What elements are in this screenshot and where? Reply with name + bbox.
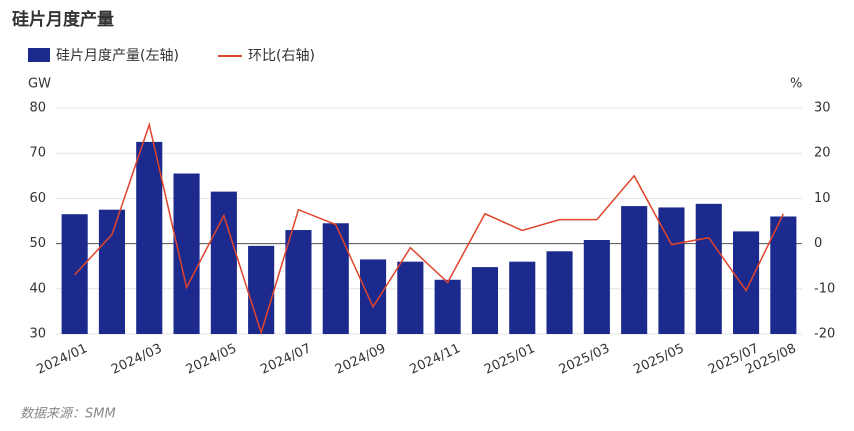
x-tick-label: 2025/05 bbox=[631, 341, 686, 377]
bar bbox=[546, 251, 573, 334]
y-tick-label: 50 bbox=[29, 236, 46, 251]
source: 数据来源：SMM bbox=[20, 407, 116, 422]
y-unit: GW bbox=[28, 77, 51, 92]
bar bbox=[770, 216, 797, 334]
y-tick-label: 30 bbox=[29, 327, 46, 342]
x-tick-label: 2024/03 bbox=[109, 341, 164, 377]
x-tick-label: 2024/09 bbox=[333, 341, 388, 377]
line bbox=[74, 121, 785, 336]
bar bbox=[471, 267, 499, 334]
x-tick-label: 2025/01 bbox=[482, 341, 537, 377]
bar bbox=[285, 230, 312, 334]
legend-label: 硅片月度产量(左轴) bbox=[56, 48, 179, 64]
y2-tick-label: 10 bbox=[814, 191, 831, 206]
x-tick-label: 2024/11 bbox=[408, 341, 463, 377]
y2-unit: % bbox=[790, 77, 802, 92]
bar bbox=[509, 261, 536, 334]
bar bbox=[621, 206, 648, 334]
bar bbox=[732, 231, 760, 334]
y2-tick-label: -10 bbox=[814, 281, 835, 296]
bar bbox=[98, 209, 126, 334]
x-tick-label: 2024/07 bbox=[258, 341, 313, 377]
bar bbox=[397, 261, 424, 334]
legend-label: 环比(右轴) bbox=[248, 48, 315, 64]
x-tick-label: 2025/03 bbox=[557, 341, 612, 377]
y2-tick-label: -20 bbox=[814, 327, 835, 342]
bar bbox=[434, 279, 461, 334]
bar bbox=[695, 203, 722, 334]
bar bbox=[136, 141, 163, 334]
y-tick-label: 80 bbox=[29, 101, 46, 116]
x-tick-label: 2024/01 bbox=[35, 341, 90, 377]
y-tick-label: 70 bbox=[29, 146, 46, 161]
bar bbox=[173, 173, 200, 334]
y2-tick-label: 20 bbox=[814, 146, 831, 161]
bar bbox=[322, 223, 349, 334]
y2-tick-label: 0 bbox=[814, 236, 822, 251]
bar bbox=[248, 245, 275, 334]
bar bbox=[583, 239, 610, 334]
y-tick-label: 60 bbox=[29, 191, 46, 206]
bar bbox=[210, 191, 237, 334]
y-tick-label: 40 bbox=[29, 281, 46, 296]
x-tick-label: 2024/05 bbox=[184, 341, 239, 377]
chart-title: 硅片月度产量 bbox=[12, 9, 114, 30]
legend-swatch bbox=[28, 48, 50, 62]
bar bbox=[359, 259, 387, 334]
y2-tick-label: 30 bbox=[814, 101, 831, 116]
